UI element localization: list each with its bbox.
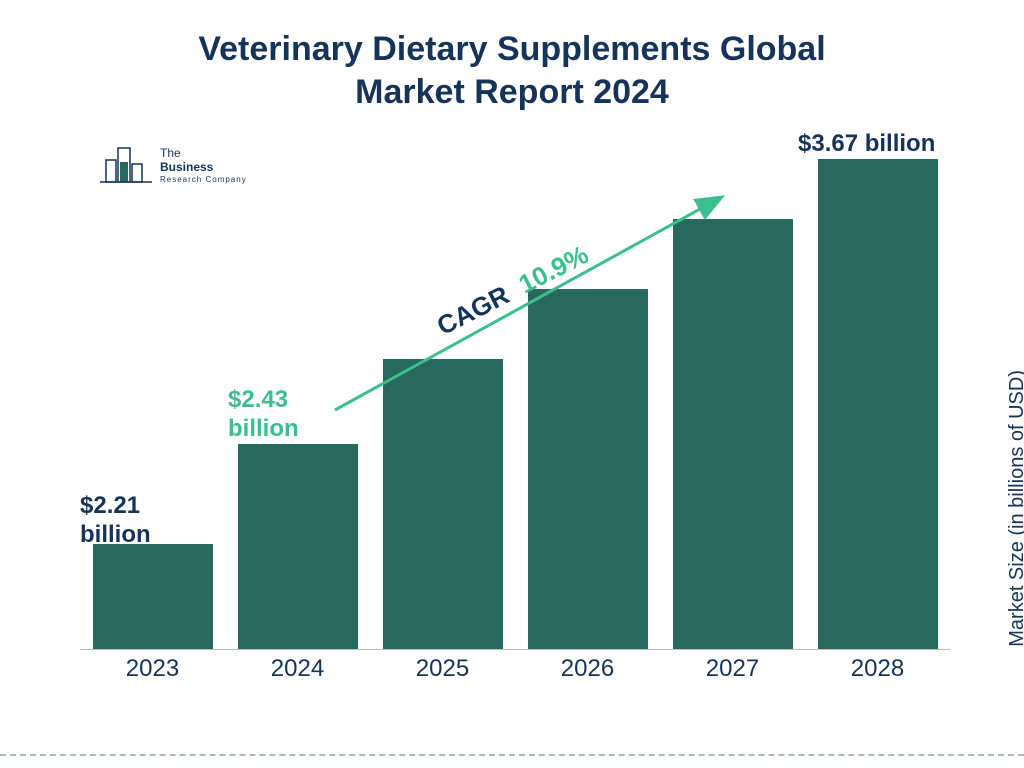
value-label: $2.21billion [80, 492, 190, 550]
bar-wrap: 2028 [818, 159, 938, 649]
x-axis-label: 2027 [706, 655, 759, 683]
x-axis-label: 2023 [126, 655, 179, 683]
value-label: $3.67 billion [798, 130, 998, 159]
bar-wrap: 2025 [383, 359, 503, 649]
bar-wrap: 2027 [673, 219, 793, 649]
title-line-2: Market Report 2024 [355, 73, 669, 111]
bar-wrap: 2023 [93, 544, 213, 649]
y-axis-label: Market Size (in billions of USD) [1006, 370, 1024, 647]
x-axis-label: 2025 [416, 655, 469, 683]
bar [238, 444, 358, 649]
bar [383, 359, 503, 649]
bar [818, 159, 938, 649]
chart-title: Veterinary Dietary Supplements Global Ma… [0, 28, 1024, 113]
bar [673, 219, 793, 649]
bottom-divider [0, 754, 1024, 756]
bar [93, 544, 213, 649]
x-axis-label: 2028 [851, 655, 904, 683]
title-line-1: Veterinary Dietary Supplements Global [198, 30, 825, 68]
bars-container: 202320242025202620272028 [80, 140, 950, 650]
x-axis-label: 2024 [271, 655, 324, 683]
chart-area: 202320242025202620272028 [80, 140, 950, 690]
bar-wrap: 2024 [238, 444, 358, 649]
bar [528, 289, 648, 649]
value-label: $2.43billion [228, 386, 338, 444]
bar-wrap: 2026 [528, 289, 648, 649]
x-axis-label: 2026 [561, 655, 614, 683]
